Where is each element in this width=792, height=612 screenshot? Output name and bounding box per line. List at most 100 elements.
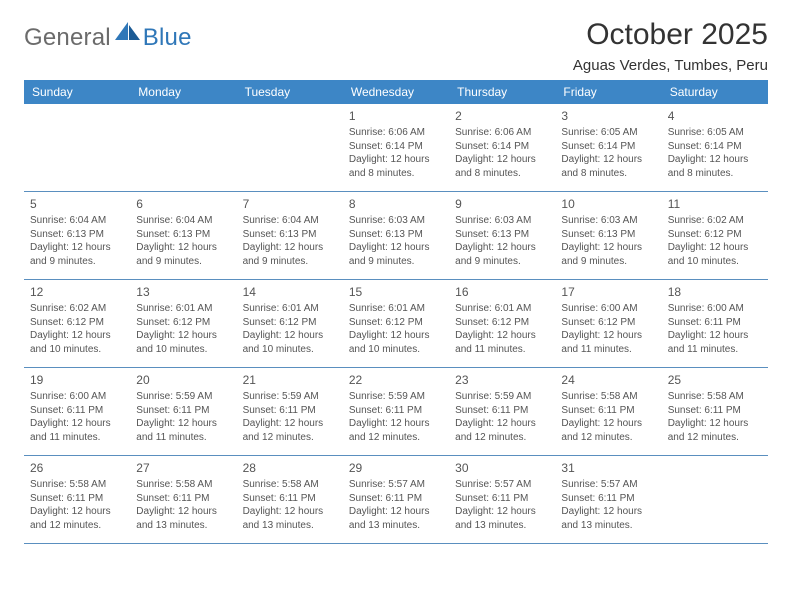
day-number: 14: [243, 284, 337, 300]
empty-cell: [24, 104, 130, 191]
location-subtitle: Aguas Verdes, Tumbes, Peru: [573, 57, 768, 74]
day-header: Saturday: [662, 80, 768, 104]
sunrise-line: Sunrise: 5:57 AM: [349, 478, 443, 492]
sunrise-line: Sunrise: 5:59 AM: [243, 390, 337, 404]
sunset-line: Sunset: 6:14 PM: [349, 140, 443, 154]
daylight-line: Daylight: 12 hours and 10 minutes.: [136, 329, 230, 356]
day-header: Sunday: [24, 80, 130, 104]
day-header: Thursday: [449, 80, 555, 104]
daylight-line: Daylight: 12 hours and 9 minutes.: [136, 241, 230, 268]
day-cell: 8Sunrise: 6:03 AMSunset: 6:13 PMDaylight…: [343, 192, 449, 279]
sunrise-line: Sunrise: 5:59 AM: [136, 390, 230, 404]
daylight-line: Daylight: 12 hours and 12 minutes.: [668, 417, 762, 444]
day-cell: 9Sunrise: 6:03 AMSunset: 6:13 PMDaylight…: [449, 192, 555, 279]
brand-name-b: Blue: [143, 24, 192, 52]
day-number: 12: [30, 284, 124, 300]
day-number: 26: [30, 460, 124, 476]
day-number: 8: [349, 196, 443, 212]
sunset-line: Sunset: 6:12 PM: [455, 316, 549, 330]
day-number: 5: [30, 196, 124, 212]
calendar: Sunday Monday Tuesday Wednesday Thursday…: [24, 80, 768, 544]
daylight-line: Daylight: 12 hours and 11 minutes.: [561, 329, 655, 356]
daylight-line: Daylight: 12 hours and 11 minutes.: [136, 417, 230, 444]
day-cell: 1Sunrise: 6:06 AMSunset: 6:14 PMDaylight…: [343, 104, 449, 191]
sunset-line: Sunset: 6:11 PM: [349, 404, 443, 418]
sunrise-line: Sunrise: 6:01 AM: [136, 302, 230, 316]
day-cell: 19Sunrise: 6:00 AMSunset: 6:11 PMDayligh…: [24, 368, 130, 455]
sunset-line: Sunset: 6:13 PM: [136, 228, 230, 242]
brand-sail-icon: [115, 22, 141, 42]
sunset-line: Sunset: 6:13 PM: [243, 228, 337, 242]
sunrise-line: Sunrise: 6:02 AM: [668, 214, 762, 228]
topbar: General Blue October 2025 Aguas Verdes, …: [24, 18, 768, 74]
sunset-line: Sunset: 6:12 PM: [349, 316, 443, 330]
daylight-line: Daylight: 12 hours and 13 minutes.: [136, 505, 230, 532]
day-cell: 17 Sunrise: 6:00 AMSunset: 6:12 PMDayligh…: [555, 280, 661, 367]
daylight-line: Daylight: 12 hours and 8 minutes.: [561, 153, 655, 180]
sunrise-line: Sunrise: 5:58 AM: [561, 390, 655, 404]
sunset-line: Sunset: 6:11 PM: [243, 404, 337, 418]
sunset-line: Sunset: 6:12 PM: [136, 316, 230, 330]
daylight-line: Daylight: 12 hours and 12 minutes.: [349, 417, 443, 444]
day-number: 16: [455, 284, 549, 300]
day-cell: 16Sunrise: 6:01 AMSunset: 6:12 PMDayligh…: [449, 280, 555, 367]
sunrise-line: Sunrise: 5:58 AM: [668, 390, 762, 404]
empty-cell: [237, 104, 343, 191]
day-cell: 15Sunrise: 6:01 AMSunset: 6:12 PMDayligh…: [343, 280, 449, 367]
daylight-line: Daylight: 12 hours and 10 minutes.: [668, 241, 762, 268]
sunset-line: Sunset: 6:11 PM: [561, 404, 655, 418]
day-number: 28: [243, 460, 337, 476]
day-header: Monday: [130, 80, 236, 104]
daylight-line: Daylight: 12 hours and 9 minutes.: [243, 241, 337, 268]
day-cell: 29Sunrise: 5:57 AMSunset: 6:11 PMDayligh…: [343, 456, 449, 543]
sunset-line: Sunset: 6:13 PM: [30, 228, 124, 242]
day-cell: 23Sunrise: 5:59 AMSunset: 6:11 PMDayligh…: [449, 368, 555, 455]
brand-name-a: General: [24, 24, 111, 52]
sunrise-line: Sunrise: 6:01 AM: [455, 302, 549, 316]
day-number: 20: [136, 372, 230, 388]
daylight-line: Daylight: 12 hours and 12 minutes.: [455, 417, 549, 444]
sunset-line: Sunset: 6:11 PM: [30, 404, 124, 418]
sunrise-line: Sunrise: 6:04 AM: [136, 214, 230, 228]
empty-cell: [130, 104, 236, 191]
daylight-line: Daylight: 12 hours and 8 minutes.: [349, 153, 443, 180]
sunrise-line: Sunrise: 6:03 AM: [349, 214, 443, 228]
week-row: 1Sunrise: 6:06 AMSunset: 6:14 PMDaylight…: [24, 104, 768, 192]
sunrise-line: Sunrise: 5:57 AM: [455, 478, 549, 492]
sunrise-line: Sunrise: 5:58 AM: [136, 478, 230, 492]
sunset-line: Sunset: 6:12 PM: [561, 316, 655, 330]
sunrise-line: Sunrise: 6:03 AM: [455, 214, 549, 228]
sunrise-line: Sunrise: 6:01 AM: [349, 302, 443, 316]
day-cell: 14Sunrise: 6:01 AMSunset: 6:12 PMDayligh…: [237, 280, 343, 367]
day-number: 10: [561, 196, 655, 212]
sunrise-line: Sunrise: 6:01 AM: [243, 302, 337, 316]
daylight-line: Daylight: 12 hours and 13 minutes.: [349, 505, 443, 532]
sunrise-line: Sunrise: 6:02 AM: [30, 302, 124, 316]
daylight-line: Daylight: 12 hours and 10 minutes.: [349, 329, 443, 356]
day-number: 21: [243, 372, 337, 388]
day-number: 13: [136, 284, 230, 300]
day-number: 19: [30, 372, 124, 388]
sunrise-line: Sunrise: 5:59 AM: [455, 390, 549, 404]
daylight-line: Daylight: 12 hours and 13 minutes.: [561, 505, 655, 532]
day-number: 9: [455, 196, 549, 212]
sunrise-line: Sunrise: 6:05 AM: [561, 126, 655, 140]
day-cell: 18Sunrise: 6:00 AMSunset: 6:11 PMDayligh…: [662, 280, 768, 367]
day-cell: 31Sunrise: 5:57 AMSunset: 6:11 PMDayligh…: [555, 456, 661, 543]
daylight-line: Daylight: 12 hours and 9 minutes.: [349, 241, 443, 268]
sunset-line: Sunset: 6:11 PM: [136, 404, 230, 418]
day-number: 11: [668, 196, 762, 212]
day-header: Tuesday: [237, 80, 343, 104]
week-row: 5Sunrise: 6:04 AMSunset: 6:13 PMDaylight…: [24, 192, 768, 280]
day-cell: 30Sunrise: 5:57 AMSunset: 6:11 PMDayligh…: [449, 456, 555, 543]
day-number: 27: [136, 460, 230, 476]
sunrise-line: Sunrise: 6:06 AM: [455, 126, 549, 140]
day-number: 17: [561, 284, 655, 300]
daylight-line: Daylight: 12 hours and 11 minutes.: [668, 329, 762, 356]
day-header-row: Sunday Monday Tuesday Wednesday Thursday…: [24, 80, 768, 104]
sunset-line: Sunset: 6:14 PM: [455, 140, 549, 154]
day-number: 1: [349, 108, 443, 124]
sunset-line: Sunset: 6:11 PM: [561, 492, 655, 506]
sunset-line: Sunset: 6:12 PM: [30, 316, 124, 330]
sunrise-line: Sunrise: 6:00 AM: [561, 302, 655, 316]
